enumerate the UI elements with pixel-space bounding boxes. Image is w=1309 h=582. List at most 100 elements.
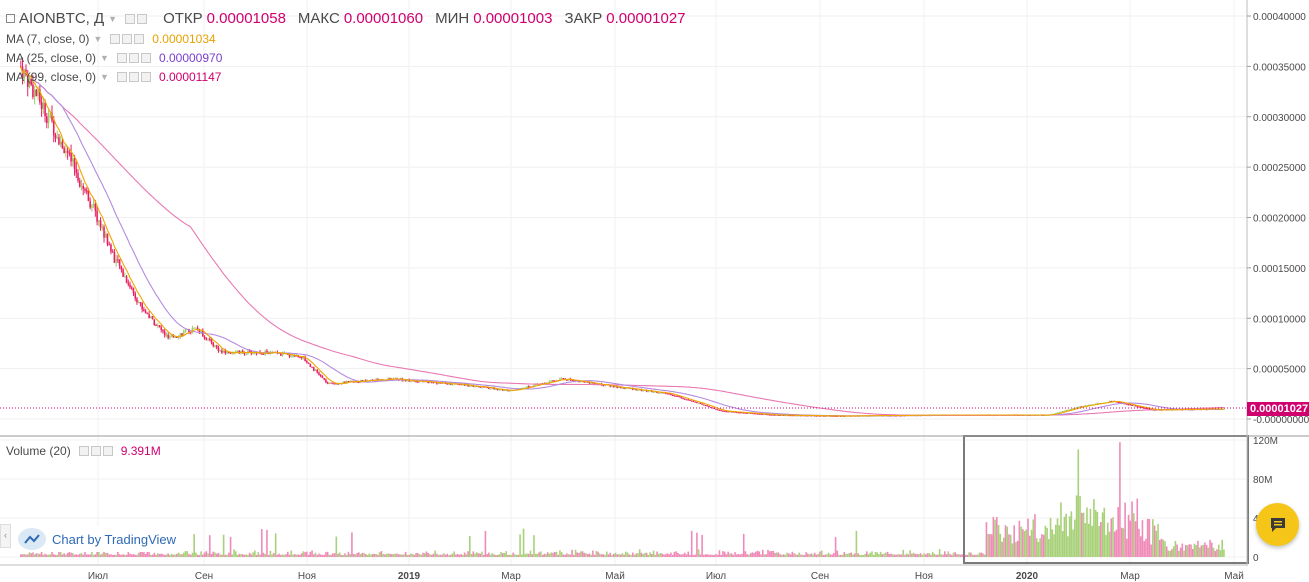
volume-bar	[782, 554, 785, 557]
volume-bar	[28, 552, 31, 557]
chat-button[interactable]	[1256, 503, 1299, 546]
volume-bar	[1165, 546, 1168, 557]
close-icon[interactable]	[140, 72, 151, 82]
volume-bar	[302, 551, 305, 557]
symbol-name[interactable]: AIONBTC, Д	[19, 10, 105, 27]
candle-body	[323, 377, 325, 380]
volume-bar	[1087, 523, 1090, 557]
volume-bar	[92, 554, 95, 557]
volume-bar	[548, 553, 551, 557]
ma25-value: 0.00000970	[158, 51, 223, 65]
volume-bar	[495, 554, 497, 557]
candle-body	[625, 388, 627, 390]
volume-label[interactable]: Volume (20)	[6, 444, 71, 458]
tradingview-logo[interactable]: Chart by TradingView	[14, 526, 181, 552]
volume-bar	[238, 553, 241, 557]
ma99-legend[interactable]: MA (99, close, 0) ▼ 0.00001147	[6, 70, 221, 84]
gear-icon[interactable]	[137, 13, 148, 24]
candle-body	[671, 395, 674, 397]
volume-bar	[32, 552, 34, 557]
close-icon[interactable]	[134, 34, 145, 44]
price-axis[interactable]: 0.00040000 0.00035000 0.00030000 0.00025000…	[1247, 12, 1309, 426]
volume-bar	[609, 552, 612, 557]
volume-bar	[403, 554, 405, 557]
volume-bar	[304, 552, 306, 557]
candle-body	[789, 415, 792, 417]
volume-legend[interactable]: Volume (20) 9.391M	[6, 444, 161, 458]
candle-body	[683, 398, 686, 400]
candle-body	[319, 374, 322, 377]
volume-bar	[704, 554, 707, 557]
volume-bar	[328, 554, 331, 557]
volume-bar	[553, 551, 556, 557]
volume-bar	[378, 552, 381, 557]
chevron-down-icon[interactable]: ▼	[108, 13, 118, 24]
volume-bar	[110, 554, 112, 557]
candle-body	[132, 288, 135, 294]
volume-bar	[318, 553, 320, 557]
volume-bar	[503, 552, 506, 557]
close-icon[interactable]	[140, 53, 151, 63]
ma25-legend[interactable]: MA (25, close, 0) ▼ 0.00000970	[6, 51, 222, 65]
ma99-label[interactable]: MA (99, close, 0)	[6, 70, 97, 84]
gear-icon[interactable]	[90, 446, 101, 456]
volume-tick-label: 120M	[1253, 436, 1278, 447]
chevron-left-icon[interactable]: ‹	[0, 524, 11, 548]
volume-bar	[909, 550, 911, 557]
chart-grid	[0, 0, 1247, 565]
volume-bar	[734, 552, 736, 557]
volume-bar	[182, 552, 185, 557]
candle-body	[304, 356, 306, 362]
volume-bar	[75, 554, 78, 557]
eye-icon[interactable]	[116, 72, 127, 82]
volume-bar	[486, 554, 488, 557]
eye-icon[interactable]	[110, 34, 121, 44]
candle-body	[82, 185, 85, 189]
ma7-label[interactable]: MA (7, close, 0)	[6, 32, 90, 46]
eye-icon[interactable]	[116, 53, 127, 63]
cloud-logo-icon	[18, 528, 46, 550]
eye-icon[interactable]	[125, 13, 136, 24]
eye-icon[interactable]	[78, 446, 89, 456]
volume-bar	[236, 554, 239, 557]
candle-body	[765, 414, 768, 416]
volume-bar	[293, 554, 296, 557]
close-icon[interactable]	[102, 446, 113, 456]
candle-body	[744, 412, 747, 414]
candle-body	[742, 412, 745, 414]
gear-icon[interactable]	[122, 34, 133, 44]
volume-bar	[1202, 544, 1204, 557]
price-tick-label: 0.00030000	[1253, 113, 1306, 124]
volume-bar	[862, 554, 865, 557]
volume-bar	[715, 553, 717, 557]
logo-text[interactable]: Chart by TradingView	[52, 531, 177, 547]
ma7-legend[interactable]: MA (7, close, 0) ▼ 0.00001034	[6, 32, 216, 46]
volume-bar	[534, 553, 537, 557]
collapse-icon[interactable]	[6, 14, 15, 23]
high-value: 0.00001060	[343, 10, 424, 27]
candle-body	[280, 353, 282, 356]
gear-icon[interactable]	[128, 53, 139, 63]
volume-bar	[983, 554, 986, 557]
volume-tick-label: 80M	[1253, 475, 1272, 486]
chevron-down-icon[interactable]: ▼	[100, 53, 109, 63]
volume-bar	[692, 554, 695, 557]
gear-icon[interactable]	[128, 72, 139, 82]
ma25-label[interactable]: MA (25, close, 0)	[6, 51, 97, 65]
volume-bar	[35, 553, 38, 557]
time-axis[interactable]: Июл Сен Ноя 2019 Мар Май Июл Сен Ноя 2020 Мар Май	[88, 571, 1244, 582]
chevron-down-icon[interactable]: ▼	[93, 34, 103, 44]
candle-body	[1056, 412, 1059, 414]
volume-bar	[233, 549, 235, 557]
volume-bar	[914, 553, 917, 557]
volume-bar	[1048, 539, 1050, 557]
volume-bar	[517, 554, 520, 557]
candle-body	[300, 357, 303, 359]
chevron-down-icon[interactable]: ▼	[100, 72, 109, 82]
volume-bar	[94, 554, 97, 557]
candle-body	[129, 284, 131, 288]
candle-body	[286, 353, 289, 355]
volume-bar	[285, 554, 287, 557]
candle-body	[44, 103, 46, 117]
